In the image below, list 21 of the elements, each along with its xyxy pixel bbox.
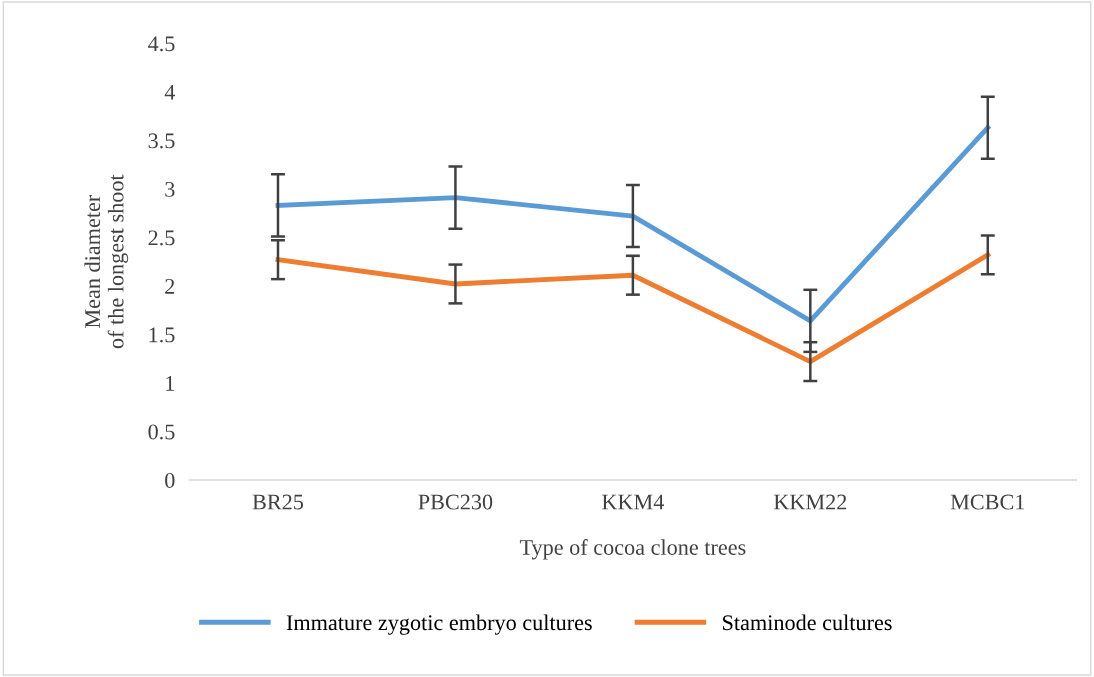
legend-label: Immature zygotic embryo cultures [286,614,592,635]
x-tick-label: BR25 [252,494,304,510]
y-tick-label: 3 [165,181,175,197]
line-series [275,125,991,324]
y-tick-label: 0.5 [148,424,175,440]
y-axis-title: Mean diameter of the longest shoot [84,174,129,349]
x-tick-label: PBC230 [418,494,493,510]
y-tick-label: 2.5 [148,230,175,246]
y-tick-label: 1 [166,376,175,391]
y-tick-label: 0 [165,472,175,488]
x-axis-title: Type of cocoa clone trees [519,539,746,560]
x-tick-label: KKM4 [602,494,665,510]
y-tick-label: 4.5 [148,36,175,52]
y-tick-label: 2 [165,278,175,294]
x-tick-label: KKM22 [773,494,847,510]
y-tick-label: 4 [164,84,176,100]
line-series [275,252,991,365]
y-tick-label: 1.5 [149,327,175,343]
y-tick-label: 3.5 [148,133,175,149]
legend-label: Staminode cultures [723,614,892,631]
x-tick-label: MCBC1 [950,494,1025,510]
